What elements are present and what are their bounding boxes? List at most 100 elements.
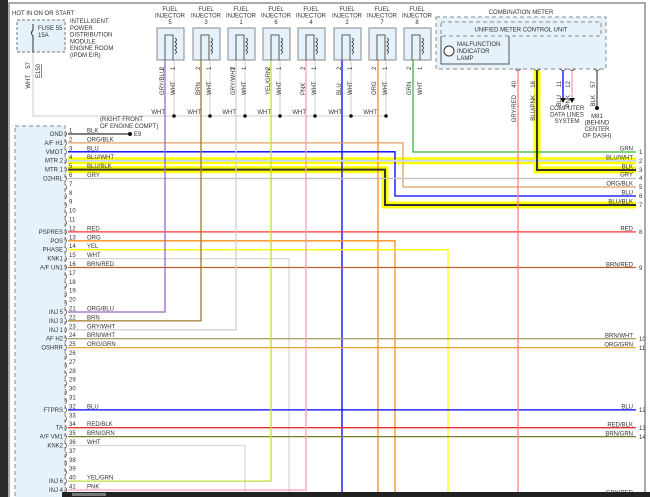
injector-coil-icon <box>341 34 354 60</box>
injector-pin1-wire-label: WHT <box>383 81 389 95</box>
fuse-amp: 15A <box>38 33 49 39</box>
ecm-pin-name: INJ 1 <box>49 328 64 334</box>
ecm-pin-number: 15 <box>69 253 76 259</box>
horizontal-scrollbar[interactable] <box>62 492 650 497</box>
ecm-pin-terminal <box>64 460 67 467</box>
splice-dot <box>384 114 388 118</box>
ecm-pin-terminal <box>64 157 67 164</box>
ecm-pin-terminal <box>64 219 67 227</box>
ecm-wire-label: YEL <box>87 244 99 250</box>
ecm-pin-number: 24 <box>69 333 76 339</box>
fuse-pin-number: 57 <box>26 61 32 68</box>
injector-pin2-wire-label: YEL/GRN <box>266 69 272 95</box>
injector-number: 2 <box>345 20 349 26</box>
ipdm-label: MODULE <box>70 39 96 45</box>
ecm-pin-terminal <box>64 228 67 236</box>
ecm-wire-label: RED/BLK <box>87 422 113 428</box>
ecm-pin-name: TA <box>56 426 63 432</box>
injector-pin1-wire-label: WHT <box>277 81 283 95</box>
ecm-pin-terminal <box>64 406 67 414</box>
ecm-pin-terminal <box>64 130 67 138</box>
injector-number: 5 <box>168 20 172 26</box>
ecm-pin-terminal <box>64 264 67 271</box>
ecm-wire-label: YEL/GRN <box>87 476 113 482</box>
ecm-pin-name: KNK2 <box>47 444 63 450</box>
data-lines-label: COMPUTER <box>550 106 585 112</box>
right-pin-number: 2 <box>639 159 643 165</box>
ecm-pin-number: 3 <box>69 146 73 152</box>
ecm-pin-terminal <box>64 362 67 369</box>
injector-pin2-number: 2 <box>231 66 237 70</box>
data-lines-label: DATA LINES <box>550 113 584 119</box>
meter-pin-wire-label: BLK <box>591 95 597 106</box>
injector-title: FUEL <box>339 7 355 13</box>
ecm-pin-number: 11 <box>69 218 76 224</box>
ecm-pin-name: INJ 3 <box>49 319 64 325</box>
right-wire-label: BLU/WHT <box>606 156 633 162</box>
splice-wire-label: WHT <box>328 110 342 116</box>
injector-pin2-number: 2 <box>372 66 378 70</box>
meter-pin-wire-label: PNK <box>566 95 572 107</box>
right-pin-number: 11 <box>639 346 646 352</box>
right-wire-label: ORG/BLK <box>606 182 633 188</box>
splice-dot <box>349 114 353 118</box>
ecm-pin-name: O2HRL <box>43 177 64 183</box>
injector-pin2-wire-label: GRN <box>407 82 413 95</box>
mil-label: INDICATOR <box>457 49 490 55</box>
meter-pin-terminal <box>533 68 541 71</box>
ground-m81-label: CENTER <box>585 127 610 133</box>
injector-number: 4 <box>309 20 313 26</box>
ecm-wire-label: BRN/WHT <box>87 333 115 339</box>
fuel-injector-6 <box>262 27 291 61</box>
ground-e9-icon <box>128 132 132 136</box>
injector-pin1-number: 1 <box>242 66 248 70</box>
meter-pin-terminal <box>559 68 567 71</box>
right-wire-label: BLU/BLK <box>608 200 633 206</box>
ecm-pin-number: 32 <box>69 404 76 410</box>
injector-coil-icon <box>200 34 213 60</box>
ground-m81-label: M81 <box>591 114 603 120</box>
splice-wire-label: WHT <box>363 110 377 116</box>
ground-e9-label: E9 <box>134 132 142 138</box>
ecm-pin-terminal <box>64 175 67 182</box>
ecm-pin-name: GND <box>50 132 64 138</box>
injector-pin1-wire-label: WHT <box>312 81 318 95</box>
ecm-pin-name: KNK1 <box>47 257 63 263</box>
ecm-pin-15-wire <box>68 257 290 497</box>
right-wire-label: GRN <box>620 147 633 153</box>
fuse-icon <box>31 24 34 52</box>
ecm-pin-terminal <box>64 433 67 440</box>
meter-pin-terminal <box>568 68 576 71</box>
injector-pin1-number: 1 <box>171 66 177 70</box>
ecm-wire-label: BLU/WHT <box>87 155 114 161</box>
meter-title: COMBINATION METER <box>489 10 554 16</box>
ecm-pin-number: 26 <box>69 351 76 357</box>
scrollbar-thumb[interactable] <box>72 493 106 496</box>
ecm-pin-number: 34 <box>69 422 76 428</box>
injector-number: 3 <box>204 20 208 26</box>
ecm-wire-label: BLU/BLK <box>87 164 112 170</box>
injector-title: FUEL <box>409 7 425 13</box>
ecm-pin-number: 33 <box>69 413 76 419</box>
injector-pin1-number: 1 <box>348 66 354 70</box>
meter-pin-wire-label: GRY/RED <box>512 94 518 122</box>
ecm-wire-label: ORG/GRN <box>87 342 116 348</box>
ecm-wire-label: BRN <box>87 315 100 321</box>
ecm-pin-3-wire <box>68 151 636 197</box>
ecm-pin-terminal <box>64 166 67 173</box>
ecm-pin-terminal <box>64 371 67 378</box>
ecm-pin-number: 12 <box>69 226 76 232</box>
right-pin-number: 5 <box>639 185 643 191</box>
ecm-pin-name: VMOT <box>46 150 64 156</box>
ecm-pin-terminal <box>64 282 67 289</box>
injector-title: INJECTOR <box>296 14 327 20</box>
injector-title: INJECTOR <box>191 14 222 20</box>
ecm-pin-terminal <box>64 397 67 405</box>
right-pin-number: 7 <box>639 203 643 209</box>
right-pin-number: 10 <box>639 337 646 343</box>
right-pin-number: 13 <box>639 426 646 432</box>
ecm-pin-40-wire <box>68 60 272 482</box>
ecm-pin-terminal <box>64 210 67 218</box>
ipdm-label: DISTRIBUTION <box>70 33 112 39</box>
right-wire-label: BRN/GRN <box>605 432 633 438</box>
